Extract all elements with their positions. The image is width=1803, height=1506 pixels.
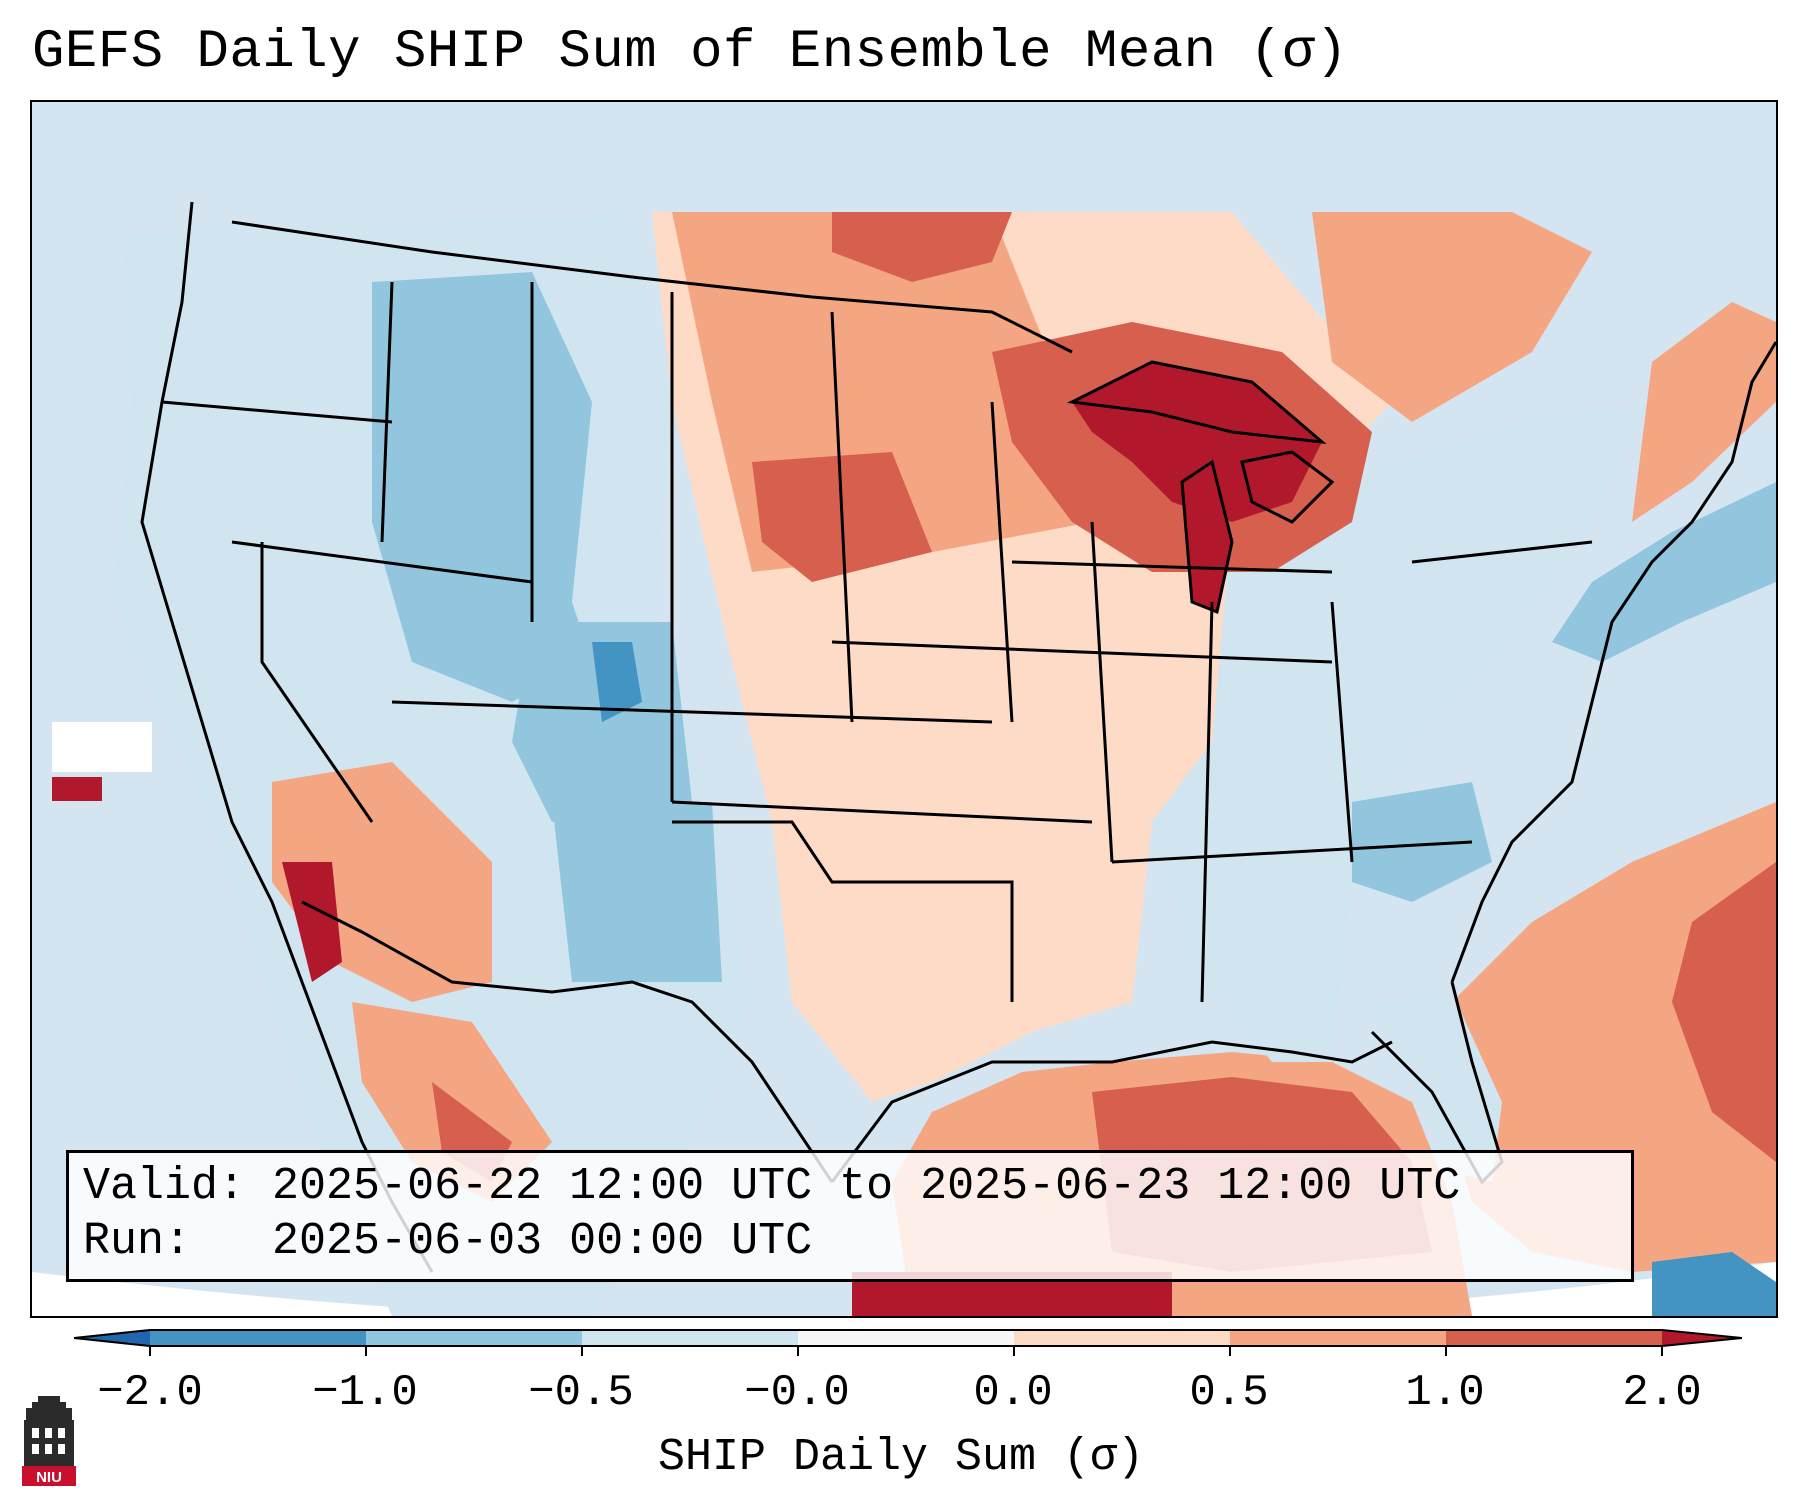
niu-tower-windows [32, 1428, 65, 1454]
northeast-coast-warm [1632, 302, 1776, 522]
niu-banner [22, 1466, 76, 1486]
colorbar-bin [1014, 1330, 1231, 1346]
valid-value: 2025-06-22 12:00 UTC to 2025-06-23 12:00… [272, 1161, 1461, 1212]
state-lines-north-south [380, 281, 1354, 1003]
niu-logo: NIU [22, 1396, 76, 1486]
colorbar-tick-label: −1.0 [312, 1368, 418, 1418]
colorbar-bin [150, 1330, 367, 1346]
gulf-coastline [830, 1040, 1393, 1183]
colorbar-tick-label: −2.0 [97, 1368, 203, 1418]
land-west [112, 212, 752, 1316]
us-canada-border [231, 220, 1073, 354]
colorbar-tick-label: −0.5 [528, 1368, 634, 1418]
intermountain-cool [372, 272, 592, 702]
socal-hot [282, 862, 342, 982]
atlantic-hot-region [1672, 862, 1776, 1162]
political-boundaries [140, 201, 1776, 1273]
us-mexico-border [301, 900, 834, 1183]
florida-region [1372, 992, 1502, 1182]
valid-run-info-box: Valid: 2025-06-22 12:00 UTC to 2025-06-2… [66, 1150, 1634, 1282]
ship-anomaly-map [32, 102, 1776, 1316]
state-lines-east-west [161, 400, 1593, 864]
lake-huron-outline [1240, 450, 1335, 524]
niu-logo-text: NIU [36, 1469, 62, 1486]
lake-superior-outline [1066, 360, 1327, 445]
great-lakes-water [1072, 362, 1322, 522]
pacific-white-patch [52, 722, 152, 772]
colorbar-tick-label: 1.0 [1405, 1368, 1485, 1418]
colorbar-tick-label: 0.5 [1189, 1368, 1269, 1418]
valid-label: Valid: [83, 1161, 246, 1212]
atlantic-coastline [1450, 341, 1776, 983]
colorbar-extend-min [74, 1330, 150, 1346]
colorbar-extend-max [1662, 1330, 1742, 1346]
colorbar-bin [366, 1330, 583, 1346]
lake-michigan [1182, 462, 1232, 612]
map-panel[interactable] [30, 100, 1778, 1318]
canada-east-warm [1312, 212, 1592, 422]
gulf-south-hot [852, 1272, 1172, 1316]
lake-michigan-outline [1180, 459, 1234, 615]
projection-edge [32, 1262, 1776, 1316]
colorbar-tick-label: −0.0 [744, 1368, 850, 1418]
colorbar [74, 1329, 1742, 1356]
north-border-hot [832, 212, 1012, 282]
colorado-coldspot [592, 642, 642, 722]
california-nevada-line [260, 542, 374, 823]
carolinas-cool [1352, 782, 1492, 902]
cuba-cool [1652, 1252, 1776, 1316]
texas-outline [672, 820, 1014, 1002]
atlantic-cool-band [1552, 482, 1776, 662]
run-label: Run: [83, 1216, 192, 1267]
colorbar-bin [1446, 1330, 1663, 1346]
map-title: GEFS Daily SHIP Sum of Ensemble Mean (σ) [32, 22, 1349, 83]
colorbar-bin [582, 1330, 799, 1346]
new-mexico-cool [552, 802, 722, 982]
run-value: 2025-06-03 00:00 UTC [272, 1216, 813, 1267]
pacific-hot-patch [52, 777, 102, 801]
colorbar-bin [798, 1330, 1015, 1346]
colorbar-tick-label: 0.0 [973, 1368, 1053, 1418]
colorbar-tick-label: 2.0 [1622, 1368, 1702, 1418]
colorbar-title: SHIP Daily Sum (σ) [657, 1432, 1145, 1483]
colorbar-bin [1230, 1330, 1447, 1346]
